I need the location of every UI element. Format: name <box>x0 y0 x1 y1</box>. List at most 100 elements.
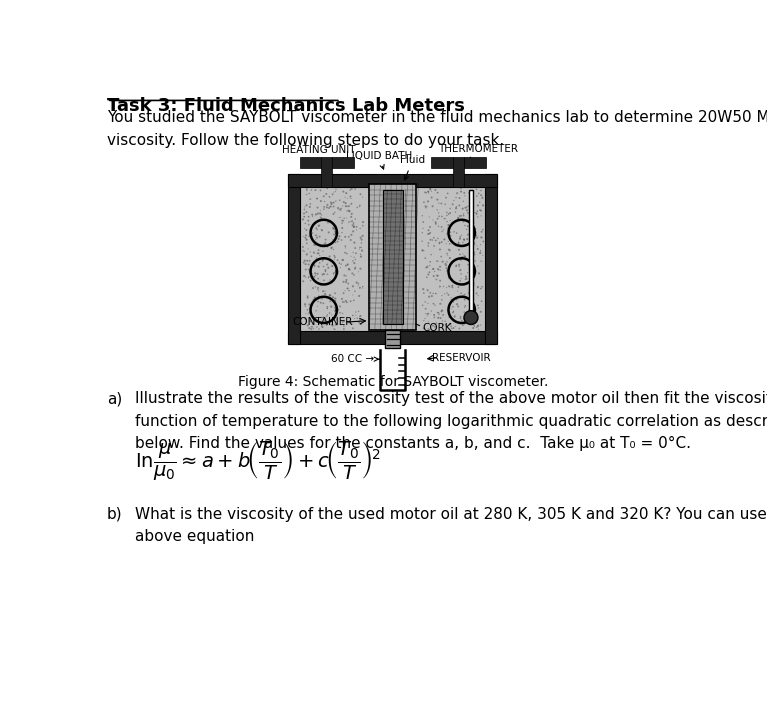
Point <box>465 222 477 233</box>
Point <box>313 291 325 302</box>
Point <box>324 215 337 227</box>
Point <box>326 277 338 289</box>
Point <box>462 267 474 278</box>
Point <box>328 314 340 325</box>
Point <box>472 243 484 255</box>
Point <box>472 323 485 335</box>
Point <box>357 230 369 242</box>
Point <box>357 281 369 292</box>
Point <box>333 204 345 215</box>
Point <box>312 273 324 285</box>
Point <box>299 232 311 243</box>
Point <box>437 281 449 292</box>
Point <box>432 213 444 225</box>
Point <box>468 314 480 325</box>
Point <box>352 266 364 277</box>
Point <box>325 301 337 312</box>
Point <box>418 315 430 326</box>
Point <box>308 271 321 282</box>
Point <box>317 260 329 272</box>
Point <box>328 250 341 262</box>
Point <box>428 310 440 321</box>
Point <box>318 269 331 280</box>
Point <box>304 194 317 205</box>
Point <box>298 222 311 234</box>
Point <box>317 245 329 257</box>
Point <box>304 266 317 277</box>
Point <box>469 249 481 260</box>
Point <box>453 244 465 255</box>
Point <box>467 199 479 210</box>
Point <box>475 184 487 196</box>
Point <box>344 235 357 246</box>
Point <box>297 275 309 287</box>
Text: RESERVOIR: RESERVOIR <box>432 352 490 363</box>
Point <box>311 268 324 280</box>
Point <box>442 305 454 316</box>
Point <box>348 221 360 232</box>
Point <box>331 305 344 316</box>
Point <box>449 207 462 218</box>
Point <box>449 321 462 332</box>
Text: You studied the SAYBOLT viscometer in the fluid mechanics lab to determine 20W50: You studied the SAYBOLT viscometer in th… <box>107 110 767 147</box>
Point <box>438 213 450 225</box>
Point <box>463 259 475 270</box>
Point <box>328 208 340 220</box>
Point <box>466 315 478 326</box>
Point <box>322 262 334 273</box>
Point <box>427 263 439 275</box>
Point <box>344 295 357 307</box>
Point <box>424 256 436 267</box>
Point <box>351 312 364 324</box>
Point <box>459 202 472 214</box>
Point <box>459 294 471 305</box>
Point <box>299 217 311 229</box>
Point <box>328 323 341 335</box>
Point <box>440 282 453 293</box>
Point <box>427 232 439 244</box>
Point <box>321 241 334 252</box>
Point <box>341 259 354 270</box>
Point <box>308 260 321 272</box>
Point <box>423 291 436 302</box>
Point <box>321 310 333 322</box>
Point <box>476 192 489 204</box>
Point <box>323 227 335 238</box>
Point <box>343 285 355 297</box>
Point <box>475 205 487 217</box>
Point <box>354 249 367 260</box>
Point <box>458 239 470 250</box>
Bar <box>370 184 416 330</box>
Point <box>324 197 337 208</box>
Point <box>469 255 482 267</box>
Point <box>340 295 352 307</box>
Point <box>341 275 353 286</box>
Point <box>458 234 470 245</box>
Point <box>328 207 341 218</box>
Point <box>443 252 456 264</box>
Point <box>309 184 321 196</box>
Point <box>336 293 348 305</box>
Point <box>465 242 477 254</box>
Point <box>318 191 330 202</box>
Point <box>312 261 324 272</box>
Point <box>428 312 440 323</box>
Point <box>433 197 445 209</box>
Point <box>357 282 369 294</box>
Point <box>323 191 335 202</box>
Point <box>302 215 314 227</box>
Point <box>466 273 478 285</box>
Point <box>443 280 455 292</box>
Point <box>435 198 447 209</box>
Point <box>449 310 461 321</box>
Bar <box>332 157 354 168</box>
Point <box>450 240 463 252</box>
Point <box>476 226 488 237</box>
Point <box>314 204 327 216</box>
Bar <box>453 157 464 187</box>
Point <box>319 265 331 276</box>
Point <box>345 183 357 194</box>
Point <box>306 210 318 222</box>
Point <box>417 222 430 234</box>
Point <box>450 260 463 272</box>
